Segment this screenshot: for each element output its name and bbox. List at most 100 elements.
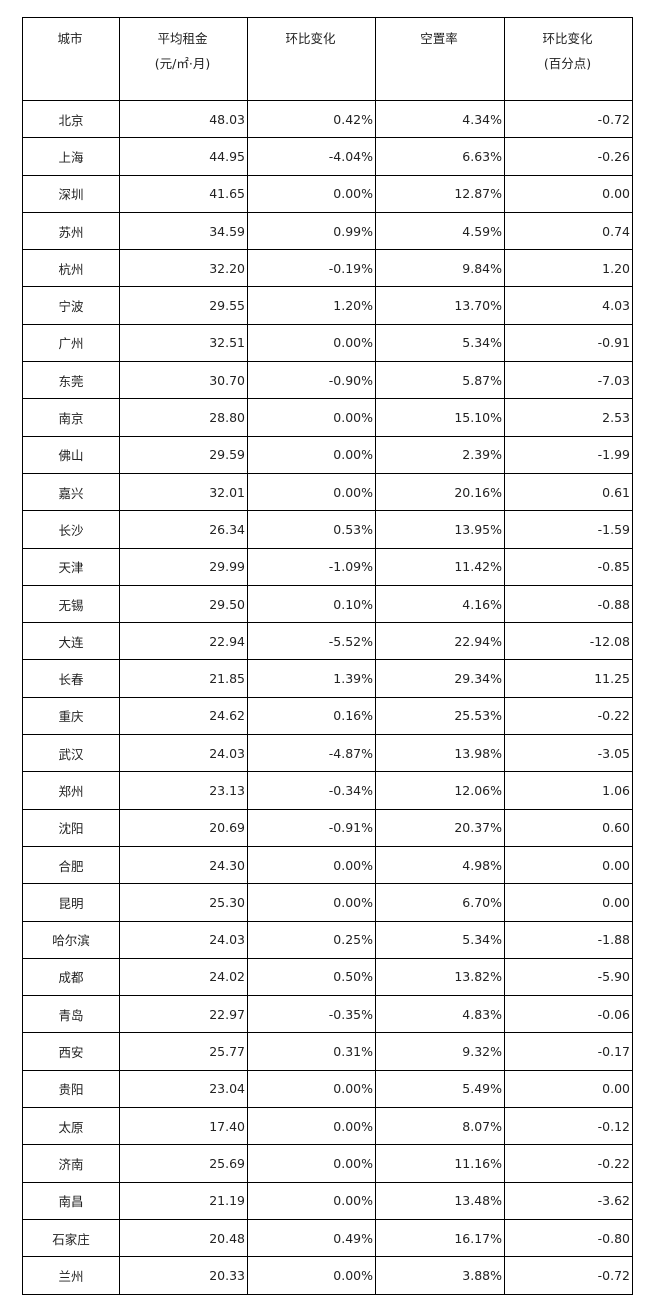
table-row: 重庆 24.62 0.16% 25.53% -0.22 <box>22 696 633 736</box>
table-row: 太原 17.40 0.00% 8.07% -0.12 <box>22 1107 633 1146</box>
cell-city: 佛山 <box>22 435 120 474</box>
cell-vacancy-rate: 20.16% <box>375 472 505 512</box>
cell-avg-rent: 23.04 <box>119 1069 248 1109</box>
cell-vacancy-rate: 2.39% <box>375 435 505 474</box>
cell-avg-rent: 32.51 <box>119 323 248 363</box>
cell-vacancy-rate: 16.17% <box>375 1218 505 1258</box>
cell-rent-mom-change: -0.91% <box>247 808 376 847</box>
cell-vacancy-rate: 13.82% <box>375 957 505 997</box>
cell-rent-mom-change: 0.00% <box>247 472 376 512</box>
cell-city: 大连 <box>22 622 120 661</box>
cell-rent-mom-change: -0.35% <box>247 995 376 1034</box>
cell-vacancy-rate: 29.34% <box>375 659 505 698</box>
cell-rent-mom-change: 0.25% <box>247 920 376 959</box>
cell-vacancy-rate: 4.98% <box>375 845 505 885</box>
cell-city: 北京 <box>22 99 120 139</box>
cell-vacancy-mom-change: 0.00 <box>504 1069 633 1109</box>
cell-rent-mom-change: -0.19% <box>247 249 376 288</box>
cell-vacancy-mom-change: 2.53 <box>504 398 633 437</box>
table-row: 嘉兴 32.01 0.00% 20.16% 0.61 <box>22 472 633 512</box>
cell-vacancy-mom-change: 0.00 <box>504 174 633 213</box>
table-row: 郑州 23.13 -0.34% 12.06% 1.06 <box>22 771 633 810</box>
table-row: 上海 44.95 -4.04% 6.63% -0.26 <box>22 137 633 176</box>
cell-rent-mom-change: -4.87% <box>247 734 376 773</box>
header-vacancy-rate: 空置率 <box>375 17 505 101</box>
cell-rent-mom-change: 1.39% <box>247 659 376 698</box>
cell-vacancy-rate: 6.63% <box>375 137 505 176</box>
cell-city: 广州 <box>22 323 120 363</box>
table-row: 青岛 22.97 -0.35% 4.83% -0.06 <box>22 995 633 1034</box>
cell-city: 沈阳 <box>22 808 120 847</box>
cell-vacancy-mom-change: 4.03 <box>504 286 633 325</box>
cell-avg-rent: 29.55 <box>119 286 248 325</box>
cell-avg-rent: 23.13 <box>119 771 248 810</box>
table-row: 杭州 32.20 -0.19% 9.84% 1.20 <box>22 249 633 288</box>
table-row: 成都 24.02 0.50% 13.82% -5.90 <box>22 957 633 997</box>
cell-rent-mom-change: 0.00% <box>247 845 376 885</box>
cell-city: 哈尔滨 <box>22 920 120 959</box>
cell-vacancy-mom-change: 0.61 <box>504 472 633 512</box>
cell-vacancy-rate: 15.10% <box>375 398 505 437</box>
cell-avg-rent: 29.50 <box>119 584 248 624</box>
cell-city: 石家庄 <box>22 1218 120 1258</box>
cell-vacancy-mom-change: -0.91 <box>504 323 633 363</box>
cell-avg-rent: 22.94 <box>119 622 248 661</box>
rent-table: 城市 平均租金 (元/㎡·月) 环比变化 空置率 环比变化 (百分点) 北京 48.03 0.4… <box>22 17 633 1295</box>
header-unit: (百分点) <box>543 56 592 71</box>
table-row: 昆明 25.30 0.00% 6.70% 0.00 <box>22 883 633 922</box>
cell-rent-mom-change: -1.09% <box>247 547 376 586</box>
cell-vacancy-rate: 13.95% <box>375 510 505 549</box>
cell-vacancy-rate: 22.94% <box>375 622 505 661</box>
cell-vacancy-mom-change: -0.88 <box>504 584 633 624</box>
cell-avg-rent: 20.69 <box>119 808 248 847</box>
cell-vacancy-mom-change: -0.85 <box>504 547 633 586</box>
cell-vacancy-rate: 6.70% <box>375 883 505 922</box>
table-body: 北京 48.03 0.42% 4.34% -0.72 上海 44.95 -4.04% 6.63%… <box>22 99 633 1295</box>
cell-city: 合肥 <box>22 845 120 885</box>
cell-avg-rent: 25.30 <box>119 883 248 922</box>
table-row: 南京 28.80 0.00% 15.10% 2.53 <box>22 398 633 437</box>
header-unit: (元/㎡·月) <box>154 56 211 71</box>
cell-city: 西安 <box>22 1032 120 1071</box>
cell-vacancy-mom-change: -12.08 <box>504 622 633 661</box>
table-row: 武汉 24.03 -4.87% 13.98% -3.05 <box>22 734 633 773</box>
cell-rent-mom-change: 0.00% <box>247 323 376 363</box>
cell-vacancy-mom-change: -0.22 <box>504 696 633 736</box>
cell-avg-rent: 24.03 <box>119 734 248 773</box>
cell-avg-rent: 29.99 <box>119 547 248 586</box>
cell-avg-rent: 32.01 <box>119 472 248 512</box>
cell-vacancy-rate: 11.16% <box>375 1144 505 1183</box>
header-label: 环比变化 <box>542 31 593 46</box>
cell-city: 郑州 <box>22 771 120 810</box>
cell-avg-rent: 32.20 <box>119 249 248 288</box>
table-row: 北京 48.03 0.42% 4.34% -0.72 <box>22 99 633 139</box>
table-row: 东莞 30.70 -0.90% 5.87% -7.03 <box>22 361 633 400</box>
cell-rent-mom-change: 0.53% <box>247 510 376 549</box>
cell-rent-mom-change: 1.20% <box>247 286 376 325</box>
cell-vacancy-mom-change: 1.06 <box>504 771 633 810</box>
cell-vacancy-mom-change: -3.05 <box>504 734 633 773</box>
table-row: 广州 32.51 0.00% 5.34% -0.91 <box>22 323 633 363</box>
header-label: 环比变化 <box>285 31 336 46</box>
cell-vacancy-mom-change: -3.62 <box>504 1181 633 1220</box>
cell-city: 长沙 <box>22 510 120 549</box>
cell-vacancy-rate: 5.49% <box>375 1069 505 1109</box>
header-avg-rent: 平均租金 (元/㎡·月) <box>119 17 248 101</box>
cell-vacancy-rate: 13.70% <box>375 286 505 325</box>
cell-rent-mom-change: -0.90% <box>247 361 376 400</box>
cell-vacancy-mom-change: -1.99 <box>504 435 633 474</box>
cell-vacancy-mom-change: -1.88 <box>504 920 633 959</box>
cell-city: 长春 <box>22 659 120 698</box>
cell-rent-mom-change: 0.31% <box>247 1032 376 1071</box>
cell-vacancy-rate: 13.98% <box>375 734 505 773</box>
cell-avg-rent: 21.19 <box>119 1181 248 1220</box>
cell-vacancy-rate: 5.34% <box>375 323 505 363</box>
table-row: 合肥 24.30 0.00% 4.98% 0.00 <box>22 845 633 885</box>
cell-vacancy-mom-change: -0.72 <box>504 1256 633 1295</box>
cell-city: 南昌 <box>22 1181 120 1220</box>
cell-rent-mom-change: 0.00% <box>247 1181 376 1220</box>
table-row: 天津 29.99 -1.09% 11.42% -0.85 <box>22 547 633 586</box>
cell-vacancy-rate: 4.34% <box>375 99 505 139</box>
cell-avg-rent: 25.69 <box>119 1144 248 1183</box>
table-row: 石家庄 20.48 0.49% 16.17% -0.80 <box>22 1218 633 1258</box>
